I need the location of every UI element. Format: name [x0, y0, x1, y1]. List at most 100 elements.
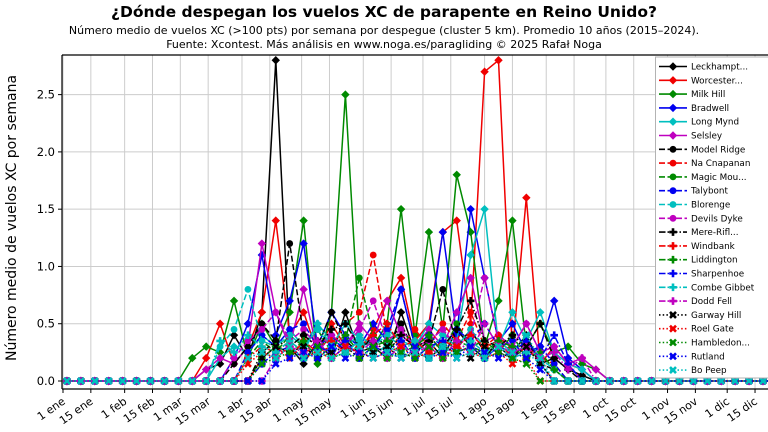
x-marker: [536, 354, 545, 363]
legend-item-magic-mou---: Magic Mou...: [659, 173, 747, 183]
x-marker: [466, 348, 475, 357]
diamond-marker: [508, 319, 517, 328]
x-tick-label: 15 jun: [360, 395, 396, 425]
diamond-marker: [396, 308, 406, 317]
diamond-marker: [424, 227, 434, 237]
x-marker: [244, 377, 252, 385]
x-marker: [452, 354, 461, 363]
series-line: [67, 322, 768, 382]
y-tick-label: 0.0: [37, 374, 55, 388]
legend-item-bradwell: Bradwell: [659, 103, 729, 114]
diamond-marker: [215, 319, 225, 328]
diamond-marker: [466, 319, 475, 328]
circle-marker: [258, 320, 266, 328]
circle-marker: [286, 240, 294, 247]
legend-label: Dodd Fell: [691, 297, 732, 307]
x-tick-label: 15 dic: [725, 395, 760, 425]
circle-marker: [286, 326, 294, 333]
x-marker: [717, 377, 726, 385]
x-marker: [90, 377, 99, 385]
diamond-marker: [382, 296, 392, 306]
plus-marker: [230, 348, 238, 357]
diamond-marker: [522, 193, 531, 202]
x-marker: [160, 377, 169, 385]
diamond-marker: [668, 62, 678, 71]
diamond-marker: [215, 359, 225, 369]
diamond-marker: [549, 296, 559, 306]
diamond-marker: [396, 204, 406, 214]
circle-marker: [244, 348, 252, 356]
plus-marker: [369, 337, 378, 345]
diamond-marker: [271, 216, 280, 225]
plus-marker: [313, 337, 322, 345]
y-tick-label: 2.0: [37, 145, 55, 159]
y-tick-label: 2.5: [37, 88, 55, 102]
legend-item-garway-hill: Garway Hill: [659, 311, 741, 321]
legend-item-combe-gibbet: Combe Gibbet: [659, 283, 755, 293]
plus-marker: [383, 319, 391, 328]
diamond-marker: [480, 67, 489, 76]
legend-label: Talybont: [690, 187, 728, 197]
legend-item-model-ridge: Model Ridge: [659, 145, 745, 155]
diamond-marker: [201, 365, 211, 374]
circle-marker: [397, 320, 405, 328]
x-marker: [494, 354, 503, 363]
circle-marker: [355, 274, 363, 282]
legend-item-milk-hill: Milk Hill: [659, 89, 725, 100]
legend-item-leckhampt---: Leckhampt...: [659, 62, 748, 73]
diamond-marker: [577, 365, 587, 374]
diamond-marker: [341, 90, 350, 99]
diamond-marker: [577, 371, 587, 380]
plus-marker: [550, 365, 558, 374]
circle-marker: [669, 173, 677, 181]
circle-marker: [328, 308, 335, 316]
plus-marker: [466, 337, 475, 345]
x-marker: [383, 348, 392, 357]
legend-item-dodd-fell: Dodd Fell: [659, 297, 732, 307]
diamond-marker: [508, 308, 517, 317]
circle-marker: [550, 360, 558, 368]
plus-marker: [466, 297, 475, 305]
circle-marker: [669, 201, 677, 208]
x-marker: [564, 377, 573, 385]
circle-marker: [230, 326, 238, 333]
series-line: [67, 345, 768, 382]
x-marker: [508, 348, 517, 357]
circle-marker: [439, 326, 447, 333]
circle-marker: [258, 337, 266, 345]
legend-label: Magic Mou...: [691, 173, 747, 183]
x-marker: [592, 377, 600, 385]
circle-marker: [550, 343, 558, 351]
legend-label: Hambledon...: [691, 339, 750, 349]
chart-source: Fuente: Xcontest. Más análisis en www.no…: [166, 38, 602, 51]
x-tick-label: 15 jul: [423, 395, 456, 423]
plus-marker: [452, 325, 461, 334]
y-tick-label: 1.0: [37, 259, 55, 273]
diamond-marker: [229, 342, 239, 351]
plus-marker: [578, 354, 586, 362]
x-marker: [494, 342, 503, 351]
plus-marker: [564, 365, 572, 374]
plus-marker: [244, 331, 252, 339]
x-marker: [745, 377, 753, 385]
circle-marker: [258, 326, 266, 333]
x-marker: [355, 342, 364, 351]
x-marker: [522, 342, 531, 351]
plus-marker: [341, 319, 350, 328]
x-marker: [299, 354, 308, 363]
circle-marker: [467, 308, 475, 316]
plus-marker: [669, 228, 677, 236]
legend-item-talybont: Talybont: [659, 187, 728, 197]
x-marker: [669, 352, 677, 361]
legend-item-blorenge: Blorenge: [659, 201, 730, 211]
legend-label: Windbank: [691, 242, 736, 252]
plus-marker: [550, 348, 558, 357]
x-marker: [230, 377, 238, 385]
circle-marker: [439, 331, 447, 339]
plus-marker: [669, 283, 677, 292]
legend-item-rutland: Rutland: [659, 352, 725, 362]
x-marker: [188, 377, 197, 385]
circle-marker: [369, 297, 377, 305]
legend-label: Milk Hill: [691, 90, 725, 100]
